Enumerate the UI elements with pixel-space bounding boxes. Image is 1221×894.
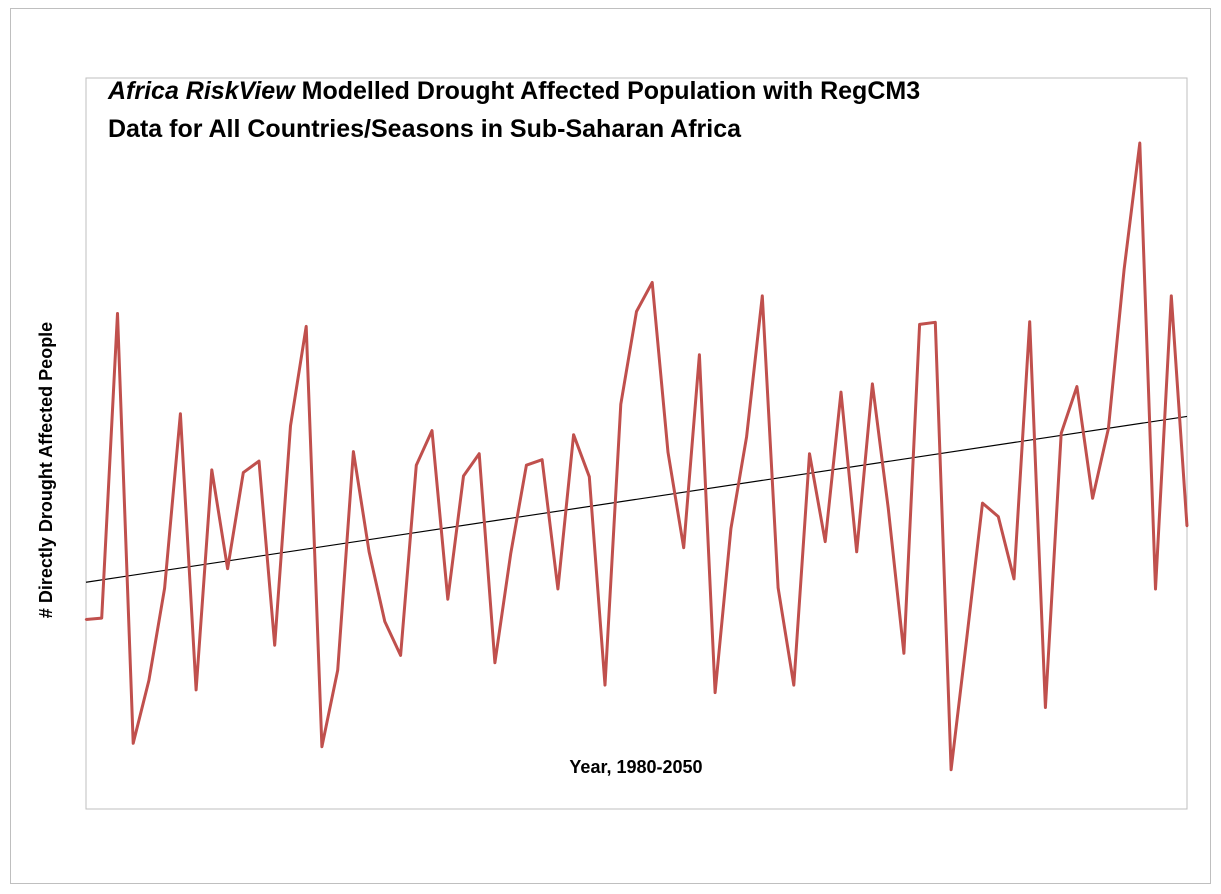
data-point [572, 433, 575, 436]
data-point [839, 390, 843, 394]
data-point [729, 527, 733, 530]
data-point [399, 654, 402, 657]
data-point [666, 451, 670, 454]
data-point [493, 661, 497, 664]
data-point [1185, 524, 1189, 528]
data-point [383, 620, 387, 623]
trend-line [85, 415, 1188, 583]
data-point [603, 683, 607, 687]
data-point [635, 310, 638, 313]
data-point [84, 618, 88, 621]
data-point [1170, 294, 1173, 298]
data-point [1091, 497, 1094, 500]
data-point [902, 652, 906, 655]
data-point [1154, 587, 1157, 591]
data-point [257, 459, 261, 463]
data-point [556, 587, 560, 591]
series-line-0 [85, 141, 1189, 772]
data-point [446, 597, 449, 601]
data-point [1122, 268, 1126, 271]
data-point [273, 644, 276, 647]
data-point [1044, 706, 1047, 709]
data-point [981, 501, 984, 505]
chart-title-italic: Africa RiskView [107, 77, 296, 105]
data-point [336, 669, 339, 672]
data-point [745, 435, 748, 438]
data-point [1012, 577, 1016, 581]
data-point [1028, 320, 1031, 323]
data-point [289, 424, 292, 428]
data-point [509, 552, 512, 556]
data-point [1138, 141, 1142, 145]
data-point [352, 450, 355, 453]
data-point [242, 471, 245, 474]
data-point [100, 616, 103, 620]
data-point [1107, 427, 1110, 430]
data-point [415, 463, 418, 467]
series-layer [84, 141, 1189, 772]
data-point [698, 353, 701, 357]
chart-title-line-1: Africa RiskView Modelled Drought Affecte… [107, 77, 920, 105]
data-point [430, 429, 434, 432]
y-axis-label: # Directly Drought Affected People [36, 322, 56, 618]
data-point [997, 515, 1000, 518]
data-point [226, 567, 229, 570]
data-point [462, 474, 465, 478]
data-point [949, 768, 953, 771]
chart-title-rest: Modelled Drought Affected Population wit… [295, 77, 920, 105]
data-point [179, 412, 182, 415]
data-point [210, 468, 214, 472]
data-point [619, 403, 622, 406]
data-point [588, 475, 591, 478]
data-point [934, 321, 937, 324]
data-point [163, 587, 166, 590]
data-point [194, 688, 198, 692]
data-point [918, 323, 921, 326]
data-point [808, 452, 811, 455]
data-point [147, 679, 151, 682]
data-point [1059, 432, 1063, 435]
plot-area [85, 77, 1188, 810]
data-point [871, 382, 874, 386]
data-point [713, 691, 717, 694]
data-point [761, 294, 764, 298]
data-point [886, 506, 890, 510]
data-point [776, 586, 780, 589]
data-point [682, 546, 685, 549]
chart-title-line-2: Data for All Countries/Seasons in Sub-Sa… [108, 115, 742, 143]
data-point [792, 683, 795, 687]
data-point [855, 550, 858, 553]
x-axis-label: Year, 1980-2050 [569, 757, 702, 777]
data-point [651, 281, 654, 284]
data-point [965, 636, 968, 639]
data-point [1075, 385, 1079, 388]
data-point [367, 550, 371, 553]
data-point [131, 742, 135, 745]
data-point [305, 325, 308, 328]
chart-frame [10, 8, 1211, 884]
data-point [320, 745, 324, 748]
data-point [824, 540, 827, 543]
data-point [478, 452, 481, 455]
data-point [525, 463, 528, 467]
data-point [540, 458, 544, 461]
data-point [116, 312, 119, 315]
